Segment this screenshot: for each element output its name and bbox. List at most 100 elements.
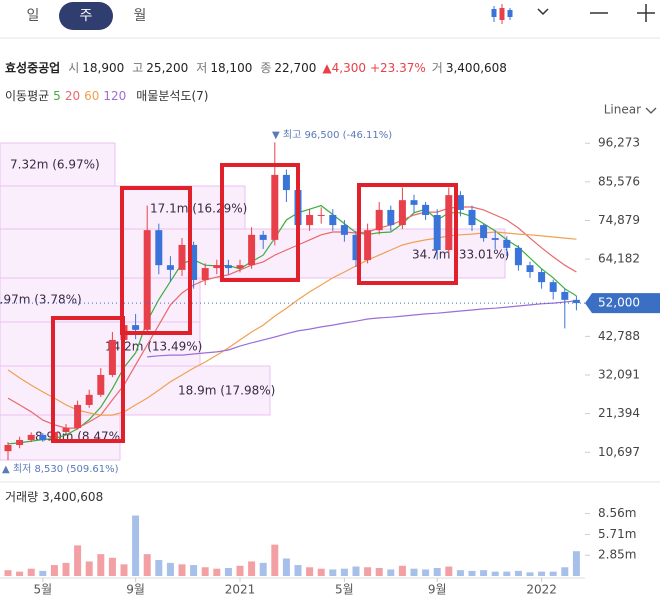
candle-body (143, 230, 151, 330)
candle-body (503, 239, 511, 248)
moving-average-line (7, 204, 577, 445)
volume-bar (433, 567, 441, 576)
volume-bar (491, 571, 499, 576)
volume-profile-label: 18.9m (17.98%) (178, 384, 275, 398)
volume-profile-box (0, 142, 116, 187)
candle-body (132, 325, 140, 330)
volume-bar (306, 567, 314, 576)
volume-bar (317, 568, 325, 576)
volume-tick-label: 2.85m (598, 548, 636, 562)
candle-body (468, 209, 476, 226)
moving-average-line (147, 300, 577, 358)
volume-bar (155, 559, 163, 576)
candle-body (572, 299, 580, 304)
tab[interactable]: 주 (80, 8, 93, 24)
candle-body (27, 434, 35, 440)
volume-tick-label: 8.56m (598, 506, 636, 520)
field-value: 22,700 (274, 61, 316, 75)
candle-body (561, 291, 569, 300)
candle-body (213, 265, 221, 269)
candle-body (375, 209, 383, 231)
candle-body (549, 282, 557, 292)
zoom-in-button[interactable] (637, 4, 655, 22)
volume-value: 3,400,608 (42, 490, 103, 504)
volume-bar (120, 564, 128, 576)
x-tick-label: 9월 (428, 583, 447, 597)
candle-body (201, 268, 209, 280)
candle-body (259, 234, 267, 240)
volume-bar (468, 570, 476, 576)
candle-body (317, 214, 325, 216)
drawn-highlight-box (51, 316, 125, 443)
candle-body (340, 225, 348, 235)
field-label: 거 (432, 61, 443, 75)
candle-body (190, 244, 198, 280)
tab[interactable]: 일 (27, 8, 40, 24)
x-tick-label: 9월 (126, 583, 145, 597)
field-value: 25,200 (146, 61, 188, 75)
volume-bar (445, 566, 453, 576)
quote-row: 효성중공업 시 18,900 고 25,200 저 18,100 종 22,700 ▲4,300 +… (5, 61, 507, 75)
ma-legend[interactable]: 20 (65, 89, 80, 103)
candle-body (85, 394, 93, 405)
candle-body (166, 265, 174, 270)
ma-legend[interactable]: 120 (103, 89, 126, 103)
candle-body (526, 265, 534, 273)
volume-bar (27, 568, 35, 576)
candle-body (4, 445, 12, 452)
current-price-label: 52,000 (598, 296, 640, 310)
volume-bar (62, 562, 70, 576)
field-value: 3,400,608 (446, 61, 507, 75)
volume-title: 거래량 3,400,608 (5, 490, 103, 504)
volume-bar (166, 562, 174, 576)
ma-legend[interactable]: 5 (53, 89, 61, 103)
candle-body (178, 244, 186, 270)
volume-bar (352, 566, 360, 576)
indicator-title: 이동평균 (5, 89, 49, 103)
volume-bar (503, 571, 511, 576)
change: ▲4,300 (322, 61, 366, 75)
moving-average-line (7, 206, 577, 429)
volume-bar (271, 544, 279, 576)
high-annotation: ▼ 최고 96,500 (-46.11%) (272, 129, 392, 141)
scale-mode[interactable]: Linear (604, 103, 641, 117)
drawn-highlight-box (120, 186, 192, 335)
volume-bar (410, 568, 418, 576)
field-label: 시 (68, 61, 79, 75)
candle-body (97, 374, 105, 395)
chart-type-button[interactable] (491, 4, 549, 24)
volume-bar (39, 570, 47, 576)
volume-bar (16, 571, 24, 576)
volume-profile-label: 14.2m (13.49%) (105, 340, 202, 354)
low-annotation: ▲ 최저 8,530 (509.61%) (2, 463, 119, 475)
candle-body (62, 428, 70, 433)
candle-body (224, 265, 232, 269)
candle-body (433, 214, 441, 251)
y-tick-label: 32,091 (598, 367, 640, 381)
current-price-tag (585, 293, 660, 314)
ma-legend[interactable]: 60 (84, 89, 99, 103)
scale-chevron[interactable] (645, 107, 657, 114)
volume-profile-label: 17.1m (16.29%) (150, 202, 247, 216)
candle-body (16, 439, 24, 446)
candle-body (306, 214, 314, 226)
candle-body (422, 204, 430, 215)
volume-bar (282, 558, 290, 576)
candle-body (108, 339, 116, 375)
profile-legend[interactable]: 매물분석도(7) (136, 89, 208, 103)
field-label: 저 (196, 61, 207, 75)
y-tick-label: 10,697 (598, 445, 640, 459)
candle-body (248, 234, 256, 266)
volume-bar (178, 564, 186, 576)
volume-bar (514, 570, 522, 576)
volume-bar (259, 562, 267, 576)
candle-body (282, 174, 290, 191)
stock-name: 효성중공업 (5, 61, 60, 75)
candle-body (387, 209, 395, 226)
drawn-highlight-box (220, 163, 300, 282)
tab[interactable]: 월 (134, 8, 147, 24)
volume-bar (132, 515, 140, 576)
volume-bar (422, 569, 430, 576)
